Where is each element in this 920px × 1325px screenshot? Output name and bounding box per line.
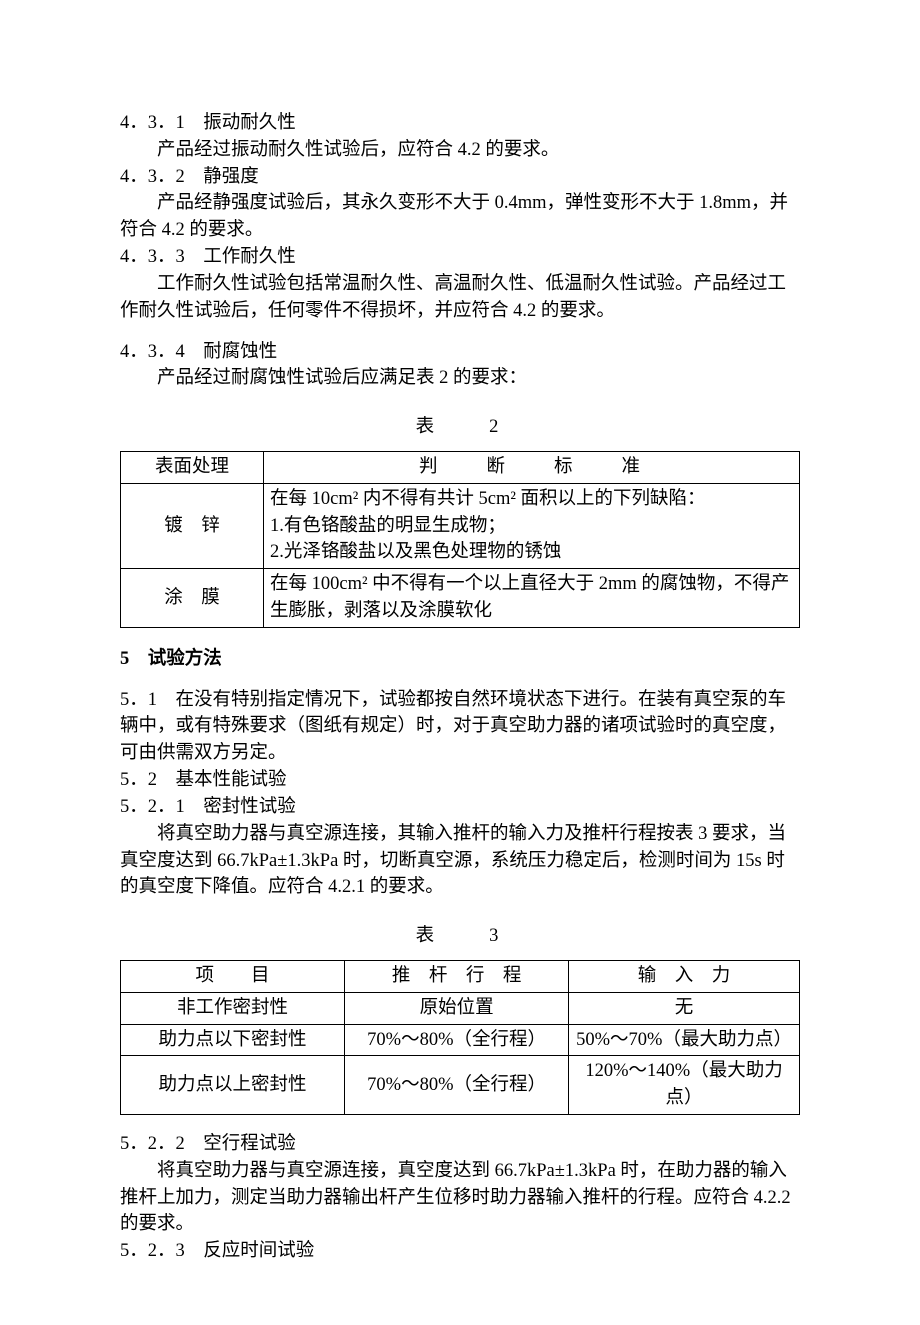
heading-5-2: 5．2 基本性能试验 bbox=[120, 767, 800, 794]
heading-4-3-4: 4．3．4 耐腐蚀性 bbox=[120, 339, 800, 366]
table-3-h-c2: 推 杆 行 程 bbox=[345, 960, 569, 992]
para-4-3-2-line1: 产品经静强度试验后，其永久变形不大于 0.4mm，弹性变形不大于 1.8mm，并… bbox=[120, 190, 800, 244]
table-3-row-1: 非工作密封性 原始位置 无 bbox=[121, 992, 800, 1024]
table-3-row-2: 助力点以下密封性 70%～80%（全行程） 50%～70%（最大助力点） bbox=[121, 1024, 800, 1056]
table-3: 项 目 推 杆 行 程 输 入 力 非工作密封性 原始位置 无 助力点以下密封性… bbox=[120, 960, 800, 1115]
table-3-row-3: 助力点以上密封性 70%～80%（全行程） 120%～140%（最大助力点） bbox=[121, 1056, 800, 1115]
para-5-2-2: 将真空助力器与真空源连接，真空度达到 66.7kPa±1.3kPa 时，在助力器… bbox=[120, 1158, 800, 1238]
heading-5-2-2: 5．2．2 空行程试验 bbox=[120, 1131, 800, 1158]
heading-4-3-1: 4．3．1 振动耐久性 bbox=[120, 110, 800, 137]
table-3-caption: 表 3 bbox=[120, 923, 800, 950]
heading-4-3-3: 4．3．3 工作耐久性 bbox=[120, 244, 800, 271]
table-2-r1-l3: 2.光泽铬酸盐以及黑色处理物的锈蚀 bbox=[270, 539, 793, 566]
table-3-h-c3: 输 入 力 bbox=[569, 960, 800, 992]
table-3-r1-c2: 原始位置 bbox=[345, 992, 569, 1024]
heading-4-3-2: 4．3．2 静强度 bbox=[120, 164, 800, 191]
table-2-header-c2: 判 断 标 准 bbox=[264, 451, 800, 483]
table-3-r2-c1: 助力点以下密封性 bbox=[121, 1024, 345, 1056]
table-3-r2-c3: 50%～70%（最大助力点） bbox=[569, 1024, 800, 1056]
table-2-header-c2-text: 判 断 标 准 bbox=[419, 457, 644, 477]
para-5-1: 5．1 在没有特别指定情况下，试验都按自然环境状态下进行。在装有真空泵的车辆中，… bbox=[120, 687, 800, 767]
table-2-r1-l2: 1.有色铬酸盐的明显生成物； bbox=[270, 513, 793, 540]
table-2-r1-l1: 在每 10cm² 内不得有共计 5cm² 面积以上的下列缺陷： bbox=[270, 486, 793, 513]
table-2-header-c1: 表面处理 bbox=[121, 451, 264, 483]
para-4-3-1: 产品经过振动耐久性试验后，应符合 4.2 的要求。 bbox=[120, 137, 800, 164]
table-2-r1-c1: 镀 锌 bbox=[121, 483, 264, 568]
heading-5-2-3: 5．2．3 反应时间试验 bbox=[120, 1238, 800, 1265]
heading-5-2-1: 5．2．1 密封性试验 bbox=[120, 794, 800, 821]
table-2: 表面处理 判 断 标 准 镀 锌 在每 10cm² 内不得有共计 5cm² 面积… bbox=[120, 451, 800, 628]
table-3-r3-c2: 70%～80%（全行程） bbox=[345, 1056, 569, 1115]
para-4-3-4: 产品经过耐腐蚀性试验后应满足表 2 的要求： bbox=[120, 365, 800, 392]
table-3-header-row: 项 目 推 杆 行 程 输 入 力 bbox=[121, 960, 800, 992]
table-2-row-1: 镀 锌 在每 10cm² 内不得有共计 5cm² 面积以上的下列缺陷： 1.有色… bbox=[121, 483, 800, 568]
table-2-caption: 表 2 bbox=[120, 414, 800, 441]
table-2-r2-c2: 在每 100cm² 中不得有一个以上直径大于 2mm 的腐蚀物，不得产生膨胀，剥… bbox=[264, 569, 800, 628]
table-2-row-2: 涂 膜 在每 100cm² 中不得有一个以上直径大于 2mm 的腐蚀物，不得产生… bbox=[121, 569, 800, 628]
para-5-2-1: 将真空助力器与真空源连接，其输入推杆的输入力及推杆行程按表 3 要求，当真空度达… bbox=[120, 821, 800, 901]
document-page: 4．3．1 振动耐久性 产品经过振动耐久性试验后，应符合 4.2 的要求。 4．… bbox=[0, 0, 920, 1325]
table-2-r2-c1: 涂 膜 bbox=[121, 569, 264, 628]
table-2-header-row: 表面处理 判 断 标 准 bbox=[121, 451, 800, 483]
table-3-r1-c1: 非工作密封性 bbox=[121, 992, 345, 1024]
para-4-3-3: 工作耐久性试验包括常温耐久性、高温耐久性、低温耐久性试验。产品经过工作耐久性试验… bbox=[120, 271, 800, 325]
heading-5: 5 试验方法 bbox=[120, 646, 800, 673]
table-3-r3-c1: 助力点以上密封性 bbox=[121, 1056, 345, 1115]
table-3-r2-c2: 70%～80%（全行程） bbox=[345, 1024, 569, 1056]
table-3-r3-c3: 120%～140%（最大助力点） bbox=[569, 1056, 800, 1115]
table-2-r1-c2: 在每 10cm² 内不得有共计 5cm² 面积以上的下列缺陷： 1.有色铬酸盐的… bbox=[264, 483, 800, 568]
table-3-h-c1: 项 目 bbox=[121, 960, 345, 992]
table-3-r1-c3: 无 bbox=[569, 992, 800, 1024]
